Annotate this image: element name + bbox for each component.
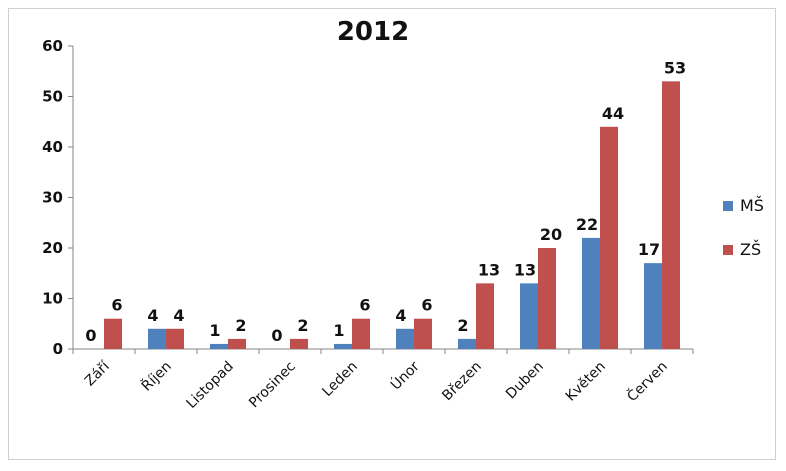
bar xyxy=(538,248,556,349)
data-label: 4 xyxy=(147,306,158,325)
bar xyxy=(148,328,166,349)
y-tick-label: 0 xyxy=(53,340,63,358)
chart-title: 2012 xyxy=(337,17,409,47)
data-label: 44 xyxy=(602,104,624,123)
data-label: 2 xyxy=(457,316,468,335)
y-tick-label: 10 xyxy=(42,290,63,308)
bar xyxy=(476,283,494,349)
x-tick-label: Listopad xyxy=(184,359,237,412)
data-label: 6 xyxy=(421,296,432,315)
bar xyxy=(600,126,618,349)
bar xyxy=(662,81,680,349)
bar xyxy=(334,343,352,349)
bar xyxy=(210,343,228,349)
x-tick-label: Březen xyxy=(439,359,485,405)
data-label: 4 xyxy=(395,306,406,325)
data-label: 0 xyxy=(271,326,282,345)
data-label: 20 xyxy=(540,225,562,244)
y-tick-label: 30 xyxy=(42,189,63,207)
legend-swatch xyxy=(723,245,733,255)
legend: MŠ ZŠ xyxy=(723,196,764,259)
bar xyxy=(458,338,476,349)
x-tick-label: Říjen xyxy=(138,358,175,395)
legend-label: MŠ xyxy=(740,196,764,215)
x-tick-label: Červen xyxy=(623,357,671,405)
bar xyxy=(520,283,538,349)
bar xyxy=(166,328,184,349)
data-label: 4 xyxy=(173,306,184,325)
x-tick-label: Květen xyxy=(563,359,609,405)
data-label: 6 xyxy=(111,296,122,315)
x-tick-label: Prosinec xyxy=(246,359,299,412)
x-tick-label: Únor xyxy=(386,357,423,394)
data-label: 53 xyxy=(664,58,686,77)
bar xyxy=(396,328,414,349)
data-label: 0 xyxy=(85,326,96,345)
x-tick-label: Duben xyxy=(503,359,547,403)
bar xyxy=(582,237,600,349)
data-label: 2 xyxy=(297,316,308,335)
y-tick-label: 50 xyxy=(42,88,63,106)
x-tick-label: Září xyxy=(82,358,114,390)
data-label: 17 xyxy=(638,240,660,259)
bar xyxy=(414,318,432,349)
data-label: 13 xyxy=(514,260,536,279)
data-label: 1 xyxy=(209,321,220,340)
bar xyxy=(104,318,122,349)
bar xyxy=(228,338,246,349)
legend-swatch xyxy=(723,201,733,211)
y-tick-label: 60 xyxy=(42,37,63,55)
chart-frame xyxy=(8,8,776,460)
x-tick-label: Leden xyxy=(319,359,360,400)
bar xyxy=(352,318,370,349)
data-label: 1 xyxy=(333,321,344,340)
data-label: 22 xyxy=(576,215,598,234)
y-tick-label: 20 xyxy=(42,239,63,257)
bar xyxy=(290,338,308,349)
data-label: 2 xyxy=(235,316,246,335)
bar xyxy=(644,263,662,349)
y-tick-label: 40 xyxy=(42,138,63,156)
data-label: 6 xyxy=(359,296,370,315)
data-label: 13 xyxy=(478,260,500,279)
legend-label: ZŠ xyxy=(740,240,761,259)
